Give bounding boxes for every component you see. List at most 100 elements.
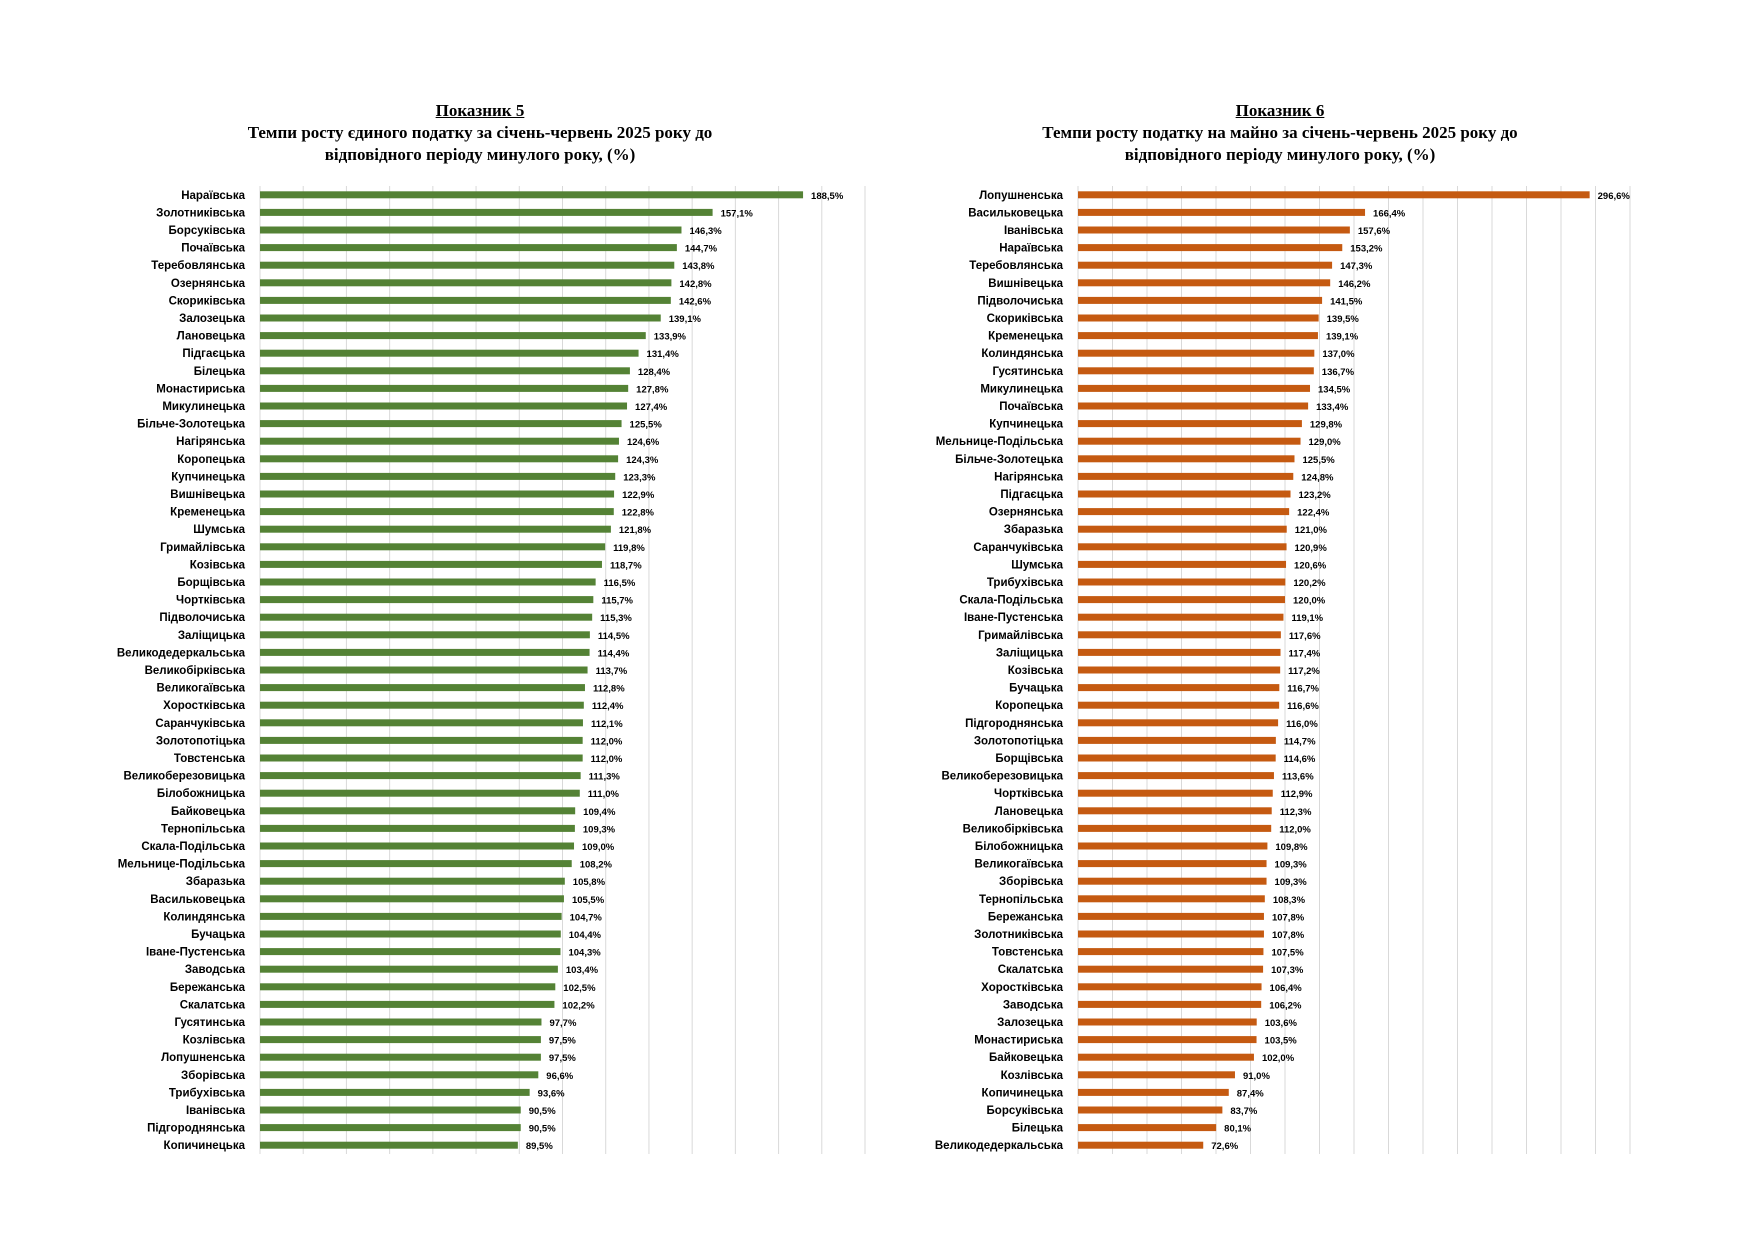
bar (1078, 930, 1264, 938)
value-label: 104,3% (568, 948, 601, 959)
value-label: 116,5% (604, 578, 636, 589)
category-label: Чортківська (176, 595, 246, 607)
bar (260, 279, 672, 287)
bar (260, 965, 558, 973)
category-label: Купчинецька (171, 471, 245, 483)
category-label: Гримайлівська (160, 542, 246, 554)
value-label: 111,0% (588, 789, 620, 800)
bar (1078, 860, 1267, 868)
category-label: Чортківська (994, 788, 1064, 800)
category-label: Кременецька (170, 507, 245, 519)
category-label: Байковецька (171, 806, 246, 818)
bar (1078, 613, 1284, 621)
value-label: 112,0% (591, 736, 623, 747)
category-label: Збаразька (186, 876, 246, 888)
category-label: Борсуківська (987, 1105, 1064, 1117)
value-label: 114,6% (1284, 754, 1316, 765)
bar (1078, 895, 1265, 903)
category-label: Скала-Подільська (959, 595, 1063, 607)
chart-subtitle-line: Темпи росту податку на майно за січень-ч… (1042, 123, 1518, 142)
value-label: 120,0% (1293, 596, 1326, 607)
value-label: 109,8% (1275, 842, 1308, 853)
bar (1078, 191, 1590, 199)
value-label: 139,5% (1327, 314, 1360, 325)
value-label: 105,5% (572, 895, 605, 906)
category-label: Трибухівська (987, 577, 1064, 589)
bar (260, 631, 590, 639)
bar (1078, 912, 1264, 920)
bar (1078, 789, 1273, 797)
value-label: 107,8% (1272, 930, 1305, 941)
bar (260, 208, 713, 216)
value-label: 103,4% (566, 965, 599, 976)
bar (1078, 455, 1295, 463)
category-label: Шумська (193, 524, 245, 536)
bar (1078, 754, 1276, 762)
value-label: 122,9% (622, 490, 655, 501)
category-label: Лопушненська (979, 190, 1064, 202)
bar (1078, 525, 1287, 533)
bar (1078, 208, 1366, 216)
value-label: 109,0% (582, 842, 615, 853)
category-label: Микулинецька (980, 383, 1063, 395)
value-label: 107,8% (1272, 912, 1305, 923)
value-label: 116,7% (1287, 684, 1319, 695)
category-label: Козлівська (1001, 1070, 1064, 1082)
value-label: 89,5% (526, 1141, 553, 1152)
category-label: Нараївська (181, 190, 245, 202)
category-label: Зборівська (999, 876, 1064, 888)
value-label: 142,8% (679, 279, 712, 290)
value-label: 120,6% (1294, 560, 1327, 571)
bar (260, 560, 602, 568)
category-label: Копичинецька (982, 1087, 1064, 1099)
category-label: Бережанська (170, 982, 246, 994)
bar (260, 648, 590, 656)
category-label: Великодедеркальська (117, 647, 246, 659)
bar (1078, 279, 1331, 287)
bar (260, 596, 594, 604)
value-label: 112,0% (1279, 824, 1311, 835)
bar (1078, 719, 1279, 727)
category-label: Великогаївська (156, 683, 245, 695)
value-label: 153,2% (1350, 244, 1383, 255)
value-label: 134,5% (1318, 384, 1351, 395)
bar (260, 860, 572, 868)
value-label: 111,3% (589, 772, 621, 783)
value-label: 97,5% (549, 1036, 576, 1047)
category-label: Бучацька (1009, 683, 1063, 695)
category-label: Мельнице-Подільська (936, 436, 1064, 448)
category-label: Великоберезовицька (123, 771, 245, 783)
bar (1078, 772, 1274, 780)
value-label: 72,6% (1211, 1141, 1238, 1152)
value-label: 112,8% (593, 684, 625, 695)
value-label: 115,3% (600, 613, 632, 624)
category-label: Колиндянська (981, 348, 1063, 360)
category-label: Великодедеркальська (935, 1140, 1064, 1152)
chart-title-right: Показник 6 Темпи росту податку на майно … (980, 100, 1580, 166)
bar (260, 1088, 530, 1096)
category-label: Бережанська (988, 911, 1064, 923)
value-label: 129,8% (1310, 420, 1343, 431)
category-label: Козівська (190, 559, 246, 571)
bar (260, 772, 581, 780)
bar (1078, 472, 1294, 480)
bar (260, 296, 671, 304)
category-label: Скориківська (169, 295, 246, 307)
bar (260, 349, 639, 357)
bar (260, 1106, 521, 1114)
chart-subtitle-line: відповідного періоду минулого року, (%) (1124, 145, 1436, 164)
bar (260, 508, 614, 516)
bar (1078, 701, 1280, 709)
category-label: Вишнівецька (988, 278, 1063, 290)
chart-subtitle-line: відповідного періоду минулого року, (%) (324, 145, 636, 164)
bar (260, 1000, 555, 1008)
category-label: Хоростківська (163, 700, 245, 712)
category-label: Підгаєцька (182, 348, 245, 360)
value-label: 112,4% (592, 701, 624, 712)
value-label: 129,0% (1309, 437, 1342, 448)
bar (1078, 226, 1350, 234)
category-label: Теребовлянська (969, 260, 1063, 272)
value-label: 113,7% (596, 666, 628, 677)
value-label: 108,2% (580, 860, 613, 871)
value-label: 137,0% (1322, 349, 1355, 360)
